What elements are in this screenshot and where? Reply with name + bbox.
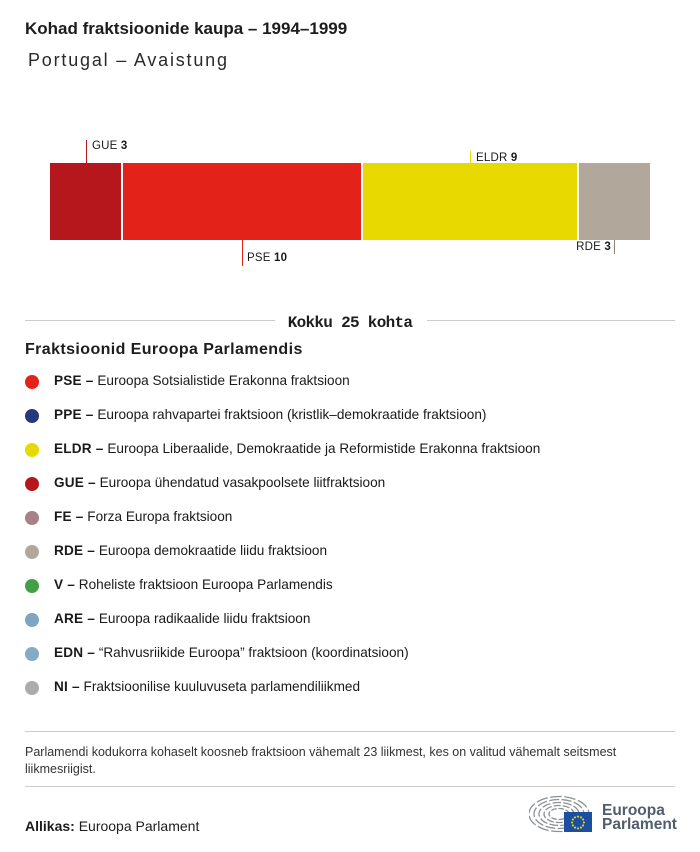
svg-text:Parlament: Parlament: [602, 816, 677, 833]
svg-text:Euroopa: Euroopa: [602, 802, 665, 819]
